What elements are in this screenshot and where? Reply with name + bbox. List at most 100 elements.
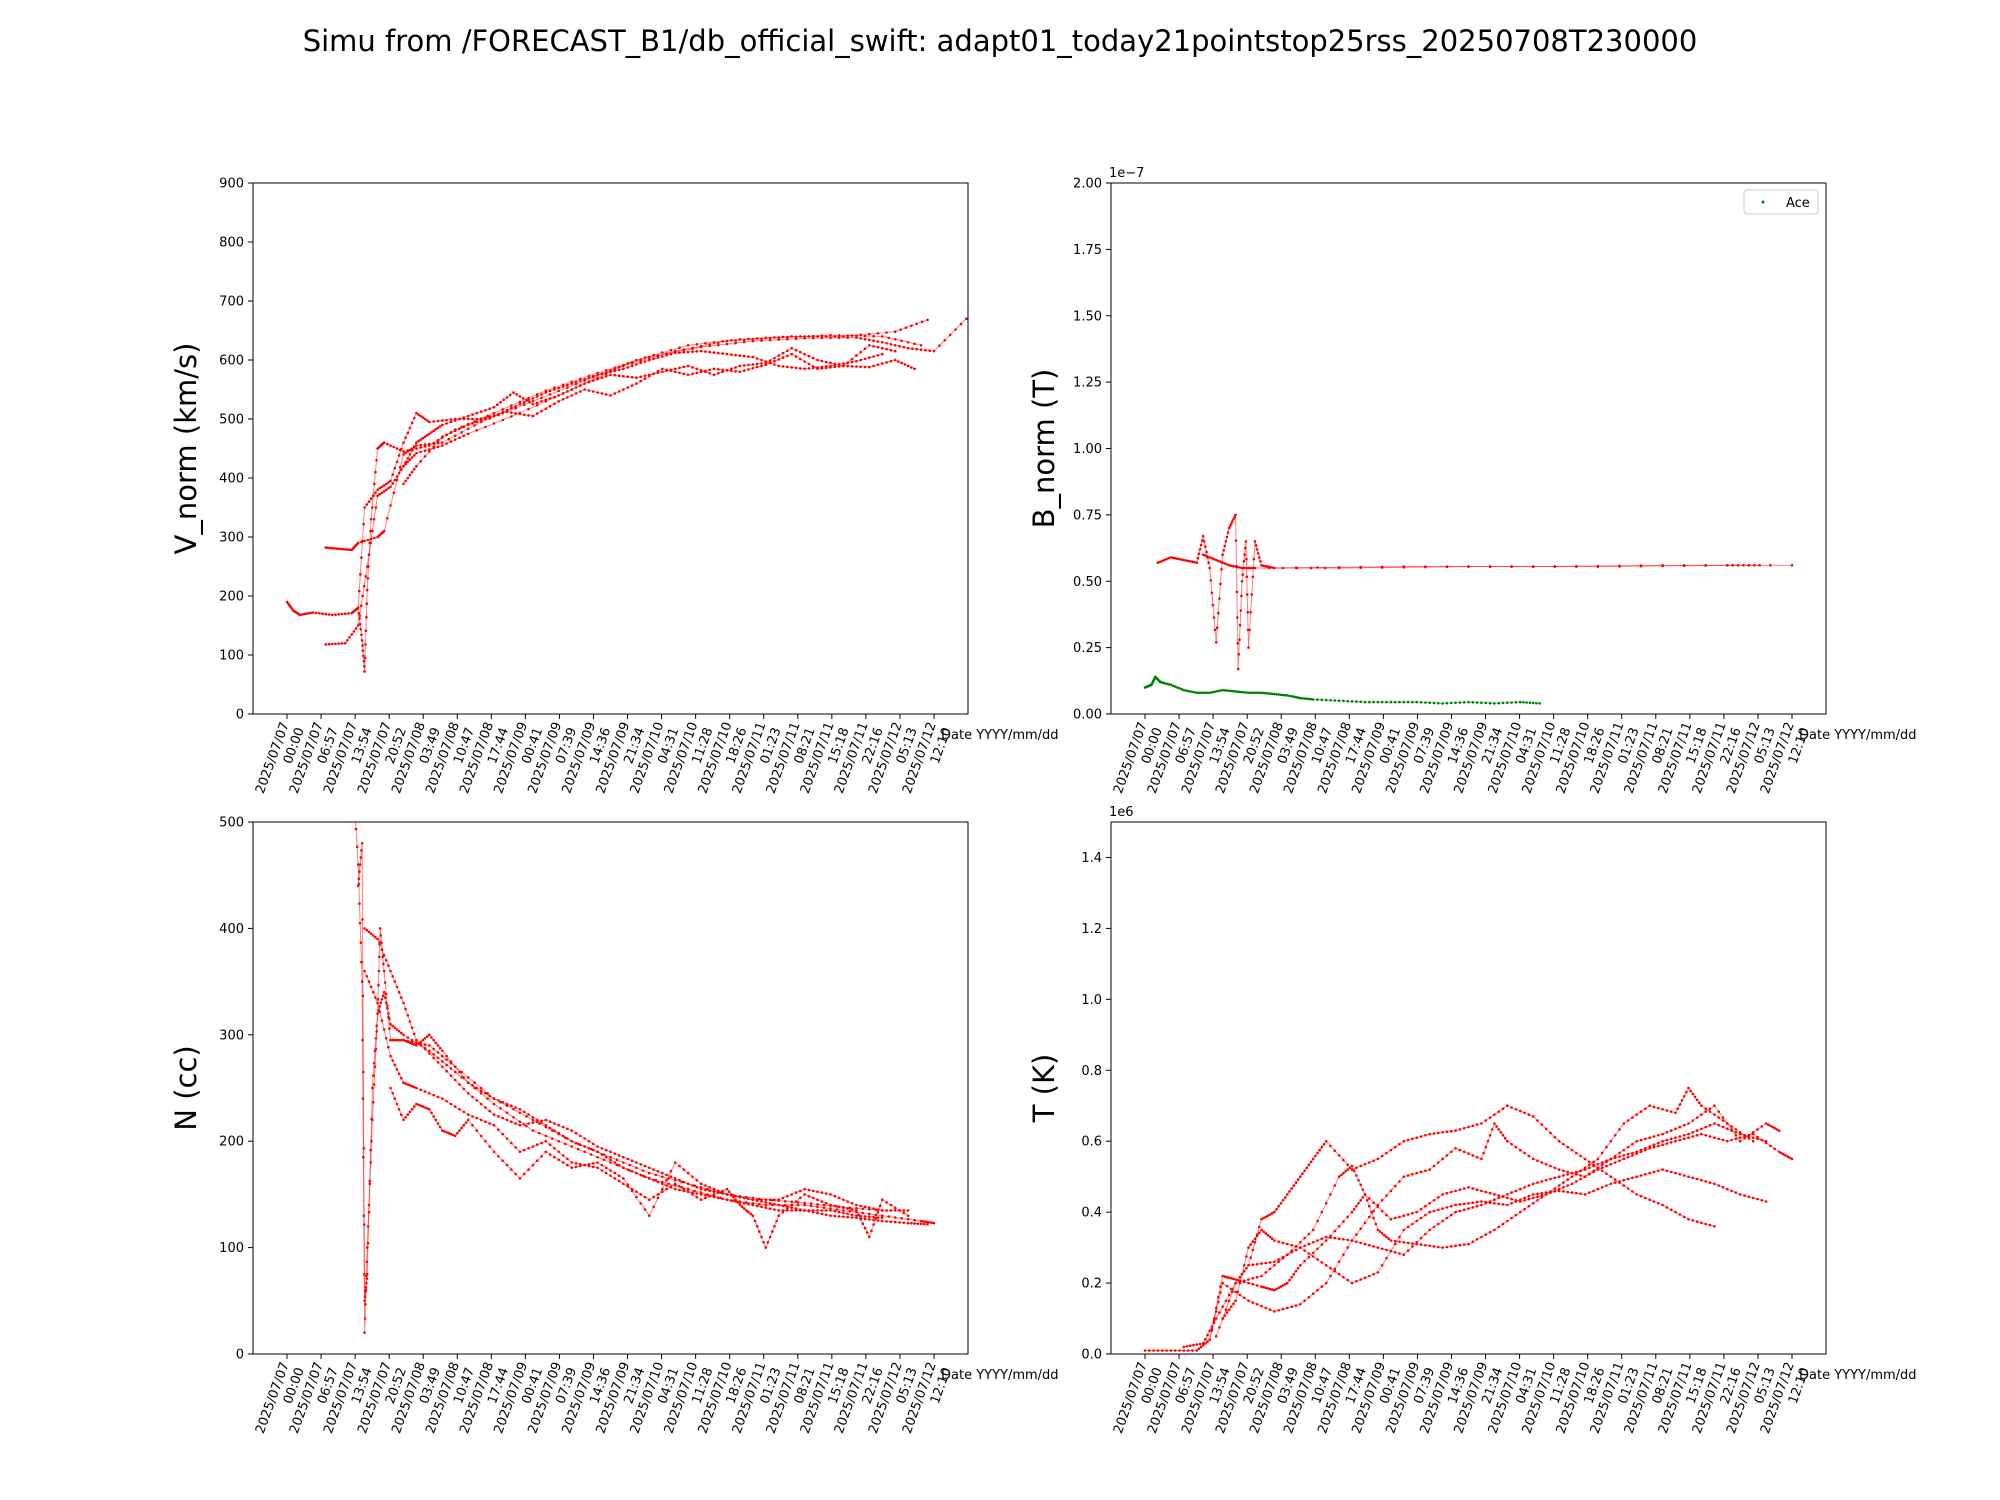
data-point: [1704, 564, 1707, 567]
data-point: [1726, 564, 1729, 567]
data-point: [846, 336, 849, 340]
data-point: [372, 518, 376, 521]
data-point: [1618, 1151, 1621, 1155]
data-point: [466, 423, 470, 427]
data-point: [1613, 1178, 1617, 1181]
data-point: [406, 460, 410, 464]
data-point: [1583, 1166, 1587, 1170]
data-point: [673, 370, 677, 374]
data-point: [391, 1024, 395, 1028]
data-point: [364, 1290, 367, 1294]
data-point: [1402, 1139, 1406, 1143]
data-point: [1316, 1151, 1319, 1155]
data-point: [872, 1207, 875, 1210]
data-point: [1449, 1245, 1453, 1248]
data-point: [404, 436, 407, 440]
data-point: [574, 1141, 578, 1145]
data-point: [1376, 1228, 1380, 1232]
data-point: [1350, 1281, 1354, 1285]
data-point: [1242, 1264, 1246, 1267]
data-point: [786, 1205, 789, 1209]
data-point: [1209, 579, 1213, 582]
data-point: [600, 376, 604, 380]
data-point: [1467, 1186, 1470, 1189]
data-point: [566, 1157, 569, 1161]
data-point: [443, 1130, 446, 1133]
data-point: [400, 468, 403, 471]
data-point: [1286, 1306, 1289, 1310]
data-point: [1536, 1192, 1539, 1196]
data-point: [1148, 1349, 1151, 1352]
data-point: [1277, 1240, 1280, 1243]
data-point: [712, 341, 716, 344]
data-point: [604, 369, 608, 372]
data-point: [1747, 564, 1751, 567]
data-point: [514, 1146, 517, 1149]
data-point: [371, 529, 374, 533]
data-point: [1295, 566, 1299, 570]
data-point: [449, 1060, 453, 1063]
data-point: [622, 1166, 625, 1170]
data-point: [1350, 1210, 1354, 1214]
data-point: [589, 1153, 593, 1156]
data-point: [1419, 1236, 1423, 1240]
data-point: [412, 1032, 416, 1036]
data-point: [1415, 1171, 1418, 1175]
data-point: [1411, 1245, 1414, 1248]
data-point: [331, 613, 334, 617]
data-point: [408, 1020, 412, 1023]
data-point: [1277, 1204, 1280, 1208]
data-point: [1286, 1242, 1289, 1246]
data-point: [314, 611, 318, 615]
data-point: [475, 1099, 479, 1102]
data-point: [371, 1086, 374, 1090]
data-point: [1163, 558, 1166, 562]
data-point: [1665, 1206, 1669, 1209]
data-point: [1182, 688, 1186, 692]
data-point: [561, 385, 565, 388]
data-point: [1536, 1119, 1539, 1122]
data-point: [1352, 1207, 1356, 1211]
data-point: [880, 341, 884, 344]
data-point: [561, 1125, 565, 1129]
data-point: [899, 328, 902, 332]
data-point: [1497, 1194, 1500, 1197]
data-point: [1398, 1142, 1401, 1146]
data-point: [1402, 1214, 1406, 1217]
data-point: [400, 1076, 403, 1080]
data-point: [1475, 1238, 1479, 1241]
data-point: [622, 374, 625, 378]
data-point: [760, 339, 763, 342]
data-point: [1738, 1132, 1742, 1136]
data-point: [1562, 1142, 1565, 1146]
data-point: [1497, 1110, 1500, 1113]
data-point: [656, 1193, 660, 1196]
data-point: [742, 364, 746, 367]
data-point: [1486, 1139, 1490, 1143]
data-point: [898, 344, 901, 348]
data-point: [475, 411, 479, 415]
data-point: [1445, 1130, 1449, 1133]
data-point: [643, 377, 647, 381]
data-point: [926, 1220, 929, 1224]
data-point: [803, 352, 806, 356]
data-point: [1176, 557, 1179, 560]
data-point: [1333, 1267, 1337, 1271]
data-point: [1704, 1134, 1707, 1137]
data-point: [449, 1132, 453, 1136]
data-point: [1337, 1175, 1341, 1178]
data-point: [1674, 1210, 1677, 1214]
data-point: [1178, 687, 1181, 690]
data-point: [591, 1162, 595, 1165]
data-point: [1363, 1193, 1367, 1196]
data-point: [617, 368, 621, 372]
data-point: [1204, 1342, 1207, 1345]
data-point: [855, 359, 858, 363]
data-point: [1402, 1253, 1406, 1256]
data-point: [423, 435, 427, 439]
data-point: [648, 373, 651, 377]
data-point: [803, 1209, 806, 1212]
data-point: [553, 1155, 556, 1159]
data-point: [1406, 1241, 1410, 1245]
data-point: [796, 1203, 800, 1207]
